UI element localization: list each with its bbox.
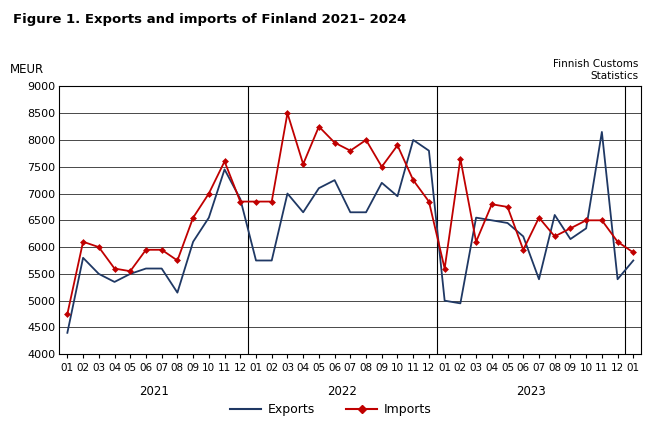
Exports — [110, 280, 118, 285]
Exports — [613, 276, 621, 282]
Exports — [393, 194, 401, 199]
Exports — [142, 266, 150, 271]
Imports — [63, 311, 71, 317]
Exports — [95, 271, 102, 276]
Imports — [409, 178, 417, 183]
Imports — [346, 148, 354, 153]
Exports — [205, 215, 213, 220]
Imports — [488, 202, 496, 207]
Imports — [268, 199, 276, 204]
Exports — [488, 218, 496, 223]
Imports — [441, 266, 449, 271]
Exports — [189, 239, 197, 245]
Exports — [520, 234, 527, 239]
Imports — [362, 137, 370, 143]
Exports — [472, 215, 480, 220]
Imports — [472, 239, 480, 245]
Imports — [221, 159, 229, 164]
Line: Imports: Imports — [65, 111, 636, 317]
Exports — [237, 196, 245, 201]
Imports — [79, 239, 87, 245]
Imports — [158, 247, 166, 252]
Imports — [142, 247, 150, 252]
Imports — [315, 124, 323, 129]
Exports — [582, 226, 590, 231]
Imports — [237, 199, 245, 204]
Imports — [189, 215, 197, 220]
Imports — [535, 215, 543, 220]
Text: MEUR: MEUR — [10, 63, 44, 76]
Exports — [425, 148, 433, 153]
Exports — [346, 210, 354, 215]
Exports — [409, 137, 417, 143]
Exports — [299, 210, 307, 215]
Imports — [520, 247, 527, 252]
Exports — [173, 290, 181, 295]
Exports — [252, 258, 260, 263]
Imports — [566, 226, 574, 231]
Imports — [378, 164, 386, 169]
Exports — [221, 167, 229, 172]
Exports — [315, 186, 323, 191]
Imports — [551, 234, 559, 239]
Line: Exports: Exports — [67, 132, 633, 333]
Imports — [425, 199, 433, 204]
Exports — [268, 258, 276, 263]
Exports — [535, 276, 543, 282]
Imports — [95, 245, 102, 250]
Imports — [284, 111, 292, 116]
Exports — [158, 266, 166, 271]
Exports — [629, 258, 637, 263]
Imports — [330, 140, 338, 145]
Exports — [79, 255, 87, 260]
Exports — [126, 271, 134, 276]
Imports — [110, 266, 118, 271]
Text: Figure 1. Exports and imports of Finland 2021– 2024: Figure 1. Exports and imports of Finland… — [13, 13, 407, 26]
Exports — [598, 129, 606, 134]
Exports — [504, 220, 512, 226]
Text: Finnish Customs
Statistics: Finnish Customs Statistics — [553, 60, 639, 81]
Text: 2021: 2021 — [139, 385, 169, 398]
Exports — [362, 210, 370, 215]
Text: 2022: 2022 — [328, 385, 358, 398]
Exports — [551, 213, 559, 218]
Imports — [456, 156, 464, 161]
Imports — [126, 269, 134, 274]
Exports — [330, 178, 338, 183]
Exports — [441, 298, 449, 303]
Legend: Exports, Imports: Exports, Imports — [225, 398, 436, 422]
Exports — [378, 180, 386, 185]
Text: 2023: 2023 — [516, 385, 546, 398]
Exports — [63, 330, 71, 335]
Imports — [252, 199, 260, 204]
Imports — [299, 162, 307, 167]
Exports — [456, 301, 464, 306]
Imports — [582, 218, 590, 223]
Imports — [393, 143, 401, 148]
Imports — [504, 204, 512, 210]
Imports — [598, 218, 606, 223]
Imports — [613, 239, 621, 245]
Exports — [566, 236, 574, 241]
Imports — [205, 191, 213, 196]
Exports — [284, 191, 292, 196]
Imports — [629, 250, 637, 255]
Imports — [173, 258, 181, 263]
